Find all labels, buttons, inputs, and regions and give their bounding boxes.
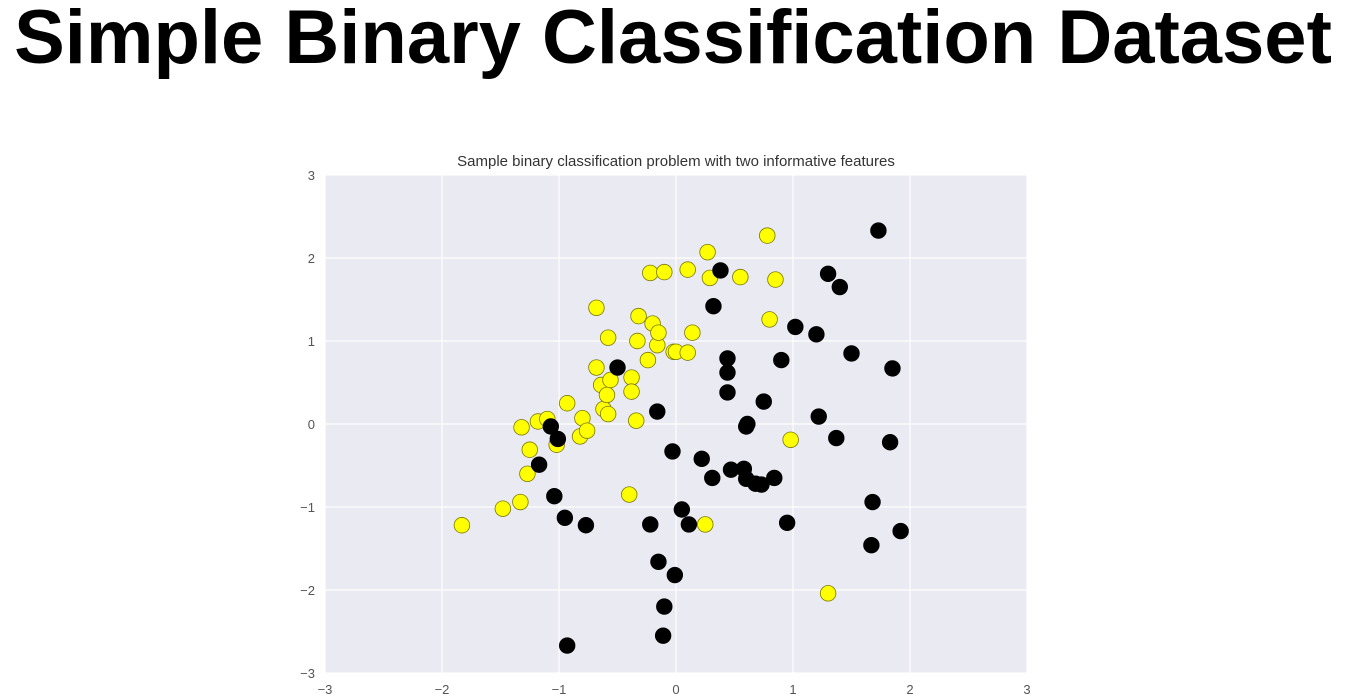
black-class-point — [556, 509, 574, 526]
yellow-class-point — [513, 419, 530, 436]
black-class-point — [704, 469, 721, 487]
yellow-class-point — [512, 493, 529, 511]
black-class-point — [705, 297, 722, 315]
black-class-point — [650, 553, 667, 570]
slide-title: Simple Binary Classification Dataset — [14, 0, 1332, 80]
black-class-point — [884, 360, 901, 377]
black-class-point — [719, 350, 736, 367]
yellow-class-point — [679, 261, 696, 278]
y-tick-label: −1 — [300, 500, 315, 515]
yellow-class-point — [679, 344, 696, 361]
x-tick-label: 0 — [672, 682, 679, 697]
y-tick-label: −2 — [300, 583, 315, 598]
black-class-point — [755, 393, 772, 410]
yellow-class-point — [602, 371, 619, 389]
yellow-class-point — [656, 263, 673, 281]
black-class-point — [810, 408, 827, 425]
black-class-point — [843, 345, 860, 362]
black-class-point — [664, 443, 681, 460]
black-class-point — [642, 516, 659, 533]
yellow-class-point — [650, 324, 667, 341]
yellow-class-point — [732, 268, 749, 286]
y-tick-label: 0 — [308, 417, 315, 432]
black-class-point — [778, 514, 796, 531]
yellow-class-point — [558, 395, 576, 412]
black-class-point — [881, 434, 899, 451]
yellow-class-point — [630, 307, 647, 325]
yellow-class-point — [588, 359, 605, 376]
black-class-point — [666, 566, 684, 584]
black-class-point — [549, 430, 567, 448]
black-class-point — [542, 418, 560, 435]
black-class-point — [819, 265, 837, 282]
yellow-class-point — [453, 517, 471, 534]
black-class-point — [546, 488, 563, 505]
y-tick-label: 1 — [308, 334, 315, 349]
y-tick-label: −3 — [300, 666, 315, 681]
black-class-point — [863, 536, 880, 554]
black-class-point — [739, 415, 756, 433]
data-points — [453, 222, 909, 654]
black-class-point — [787, 318, 804, 336]
x-tick-label: −2 — [435, 682, 450, 697]
x-tick-label: −3 — [318, 682, 333, 697]
yellow-class-point — [819, 585, 837, 602]
yellow-class-point — [639, 351, 657, 369]
black-class-point — [577, 517, 595, 534]
yellow-class-point — [759, 227, 776, 244]
yellow-class-point — [684, 324, 701, 341]
yellow-class-point — [782, 431, 799, 448]
y-tick-label: 3 — [308, 168, 315, 183]
black-class-point — [766, 469, 783, 487]
yellow-class-point — [699, 243, 716, 261]
yellow-class-point — [623, 369, 640, 386]
yellow-class-point — [628, 412, 645, 429]
y-tick-label: 2 — [308, 251, 315, 266]
yellow-class-point — [588, 299, 605, 317]
yellow-class-point — [519, 465, 536, 483]
black-class-point — [892, 522, 909, 540]
yellow-class-point — [642, 264, 659, 282]
yellow-class-point — [761, 311, 778, 328]
grid-lines — [324, 174, 1028, 674]
x-tick-label: 3 — [1023, 682, 1030, 697]
yellow-class-point — [697, 516, 714, 533]
black-class-point — [654, 627, 672, 644]
yellow-class-point — [599, 329, 617, 346]
yellow-class-point — [767, 271, 784, 288]
black-class-point — [673, 501, 691, 518]
black-class-point — [753, 476, 770, 493]
black-class-point — [680, 516, 698, 533]
yellow-class-point — [623, 383, 640, 400]
yellow-class-point — [521, 441, 538, 458]
tick-labels: −3 −2 −1 0 1 2 3 −3 −2 −1 0 1 2 3 — [300, 168, 1030, 697]
black-class-point — [719, 364, 736, 381]
yellow-class-point — [599, 405, 617, 423]
chart-title: Sample binary classification problem wit… — [457, 153, 895, 170]
black-class-point — [530, 456, 548, 473]
black-class-point — [712, 262, 729, 279]
black-class-point — [558, 637, 576, 654]
black-class-point — [719, 384, 736, 401]
black-class-point — [831, 278, 849, 296]
x-tick-label: −1 — [552, 682, 567, 697]
black-class-point — [808, 326, 825, 343]
black-class-point — [773, 351, 790, 369]
black-class-point — [609, 359, 626, 376]
black-class-point — [828, 429, 845, 447]
yellow-class-point — [598, 386, 616, 404]
black-class-point — [864, 493, 881, 511]
black-class-point — [656, 598, 673, 615]
yellow-class-point — [578, 422, 596, 439]
black-class-point — [870, 222, 887, 239]
yellow-class-point — [621, 486, 638, 503]
yellow-class-point — [629, 332, 646, 350]
yellow-class-point — [494, 500, 512, 517]
x-tick-label: 2 — [906, 682, 913, 697]
black-class-point — [693, 450, 710, 468]
x-tick-label: 1 — [789, 682, 796, 697]
black-class-point — [649, 403, 666, 420]
